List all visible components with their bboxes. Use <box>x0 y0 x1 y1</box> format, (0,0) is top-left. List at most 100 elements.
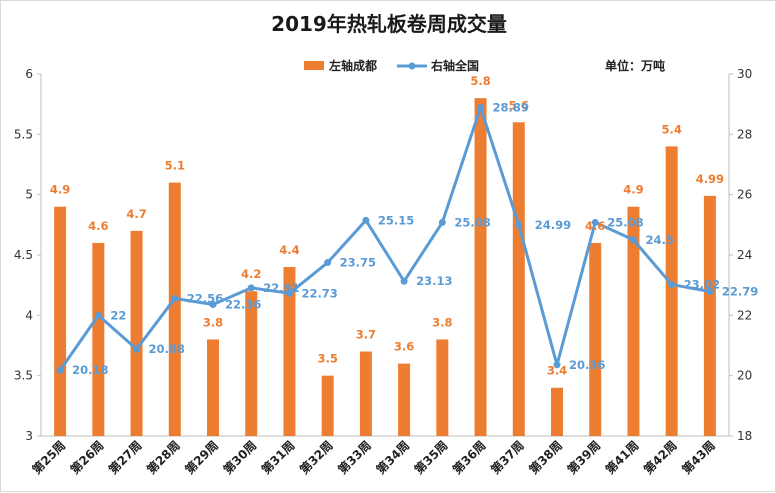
bar-data-labels: 4.9 4.6 4.7 5.1 3.8 4.2 4.4 3.5 3.7 3.6 3.8 5.8 5.6 3… <box>50 74 724 378</box>
bar-data-label: 5.6 <box>509 98 529 112</box>
line-point <box>285 289 293 297</box>
left-tick-label: 3 <box>25 429 33 443</box>
right-tick-label: 30 <box>737 67 752 81</box>
left-tick-label: 6 <box>25 67 33 81</box>
bar <box>92 242 105 436</box>
bar-data-label: 3.8 <box>432 315 452 329</box>
line-data-label: 20.18 <box>72 363 108 377</box>
right-tick-label: 28 <box>737 127 752 141</box>
line-point <box>94 311 102 319</box>
line-data-label: 22.79 <box>722 285 758 299</box>
category-label: 第32周 <box>296 438 335 477</box>
bar-data-label: 4.9 <box>623 183 643 197</box>
right-tick-label: 26 <box>737 188 752 202</box>
line-data-label: 20.36 <box>569 358 605 372</box>
line-data-label: 22.56 <box>187 291 223 305</box>
category-label: 第36周 <box>449 438 488 477</box>
bar-data-label: 4.2 <box>241 267 261 281</box>
category-label: 第43周 <box>679 438 718 477</box>
chart-title: 2019年热轧板卷周成交量 <box>271 12 507 36</box>
bar <box>245 291 258 436</box>
legend: 左轴成都 右轴全国 <box>304 58 479 73</box>
line-point <box>668 281 676 289</box>
line-data-label: 20.88 <box>149 342 185 356</box>
bar-data-label: 3.5 <box>317 352 337 366</box>
category-label: 第35周 <box>411 438 450 477</box>
bar <box>398 363 411 436</box>
legend-line-label: 右轴全国 <box>430 58 479 73</box>
line-data-label: 23.02 <box>684 278 720 292</box>
left-tick-label: 4 <box>25 308 33 322</box>
line-data-label: 28.89 <box>493 100 529 114</box>
right-tick-label: 18 <box>737 429 752 443</box>
bar <box>512 122 525 437</box>
line-point <box>362 216 370 224</box>
annotation-label: 24.99 <box>535 218 571 232</box>
bar <box>130 230 143 436</box>
category-label: 第29周 <box>182 438 221 477</box>
line-point <box>591 218 599 226</box>
line-point <box>477 103 485 111</box>
category-label: 第26周 <box>67 438 106 477</box>
bar <box>168 182 181 436</box>
left-axis-ticks: 3 3.5 4 4.5 5 5.5 6 <box>14 67 41 443</box>
bar-data-label: 4.4 <box>279 243 299 257</box>
line-data-label: 23.13 <box>416 274 452 288</box>
bar-data-label: 3.7 <box>356 328 376 342</box>
bar <box>54 206 67 436</box>
category-label: 第28周 <box>144 438 183 477</box>
legend-line-marker <box>408 62 416 70</box>
bar <box>665 146 678 436</box>
left-tick-label: 3.5 <box>14 369 33 383</box>
line-point <box>209 300 217 308</box>
bar <box>436 339 449 436</box>
category-labels: 第25周 第26周 第27周 第28周 第29周 第30周 第31周 第32周 第33周 第34周… <box>29 438 718 477</box>
bar <box>207 339 219 436</box>
category-label: 第33周 <box>335 438 374 477</box>
line-data-label: 25.08 <box>607 215 643 229</box>
bar-data-label: 4.9 <box>50 183 70 197</box>
right-tick-label: 20 <box>737 369 752 383</box>
category-label: 第37周 <box>488 438 527 477</box>
annotations: 24.99 <box>535 218 571 232</box>
category-label: 第42周 <box>640 438 679 477</box>
line-point <box>553 361 561 369</box>
bar-data-label: 4.99 <box>696 172 724 186</box>
bar-data-label: 4.7 <box>126 207 146 221</box>
line-data-label: 24.5 <box>645 233 673 247</box>
bar <box>321 375 334 436</box>
bar-series <box>54 98 716 437</box>
bar <box>551 387 563 436</box>
category-label: 第25周 <box>29 438 68 477</box>
left-tick-label: 5 <box>25 188 33 202</box>
left-tick-label: 4.5 <box>14 248 33 262</box>
line-point <box>324 259 332 267</box>
bar-data-label: 3.8 <box>203 315 223 329</box>
unit-label: 单位：万吨 <box>605 58 665 73</box>
bar <box>283 267 296 436</box>
line-series <box>56 103 714 374</box>
bar <box>589 242 602 436</box>
right-axis-ticks: 18 20 22 24 26 28 30 <box>729 67 752 443</box>
line-data-label: 23.75 <box>340 256 376 270</box>
line-point <box>515 221 523 229</box>
category-label: 第38周 <box>526 438 565 477</box>
bar-data-label: 3.4 <box>547 364 567 378</box>
line-data-label: 25.15 <box>378 213 414 227</box>
bar <box>359 351 372 436</box>
line-data-label: 22.36 <box>225 297 261 311</box>
line-point <box>706 288 714 296</box>
line-point <box>247 284 255 292</box>
right-tick-label: 22 <box>737 308 752 322</box>
bar-data-label: 5.8 <box>470 74 490 88</box>
line-data-label: 25.08 <box>454 215 490 229</box>
bar <box>474 98 487 436</box>
line-data-label: 22.73 <box>301 286 337 300</box>
legend-bar-swatch <box>304 61 324 70</box>
line-point <box>133 345 141 353</box>
category-label: 第34周 <box>373 438 412 477</box>
line-data-label: 22 <box>110 308 126 322</box>
